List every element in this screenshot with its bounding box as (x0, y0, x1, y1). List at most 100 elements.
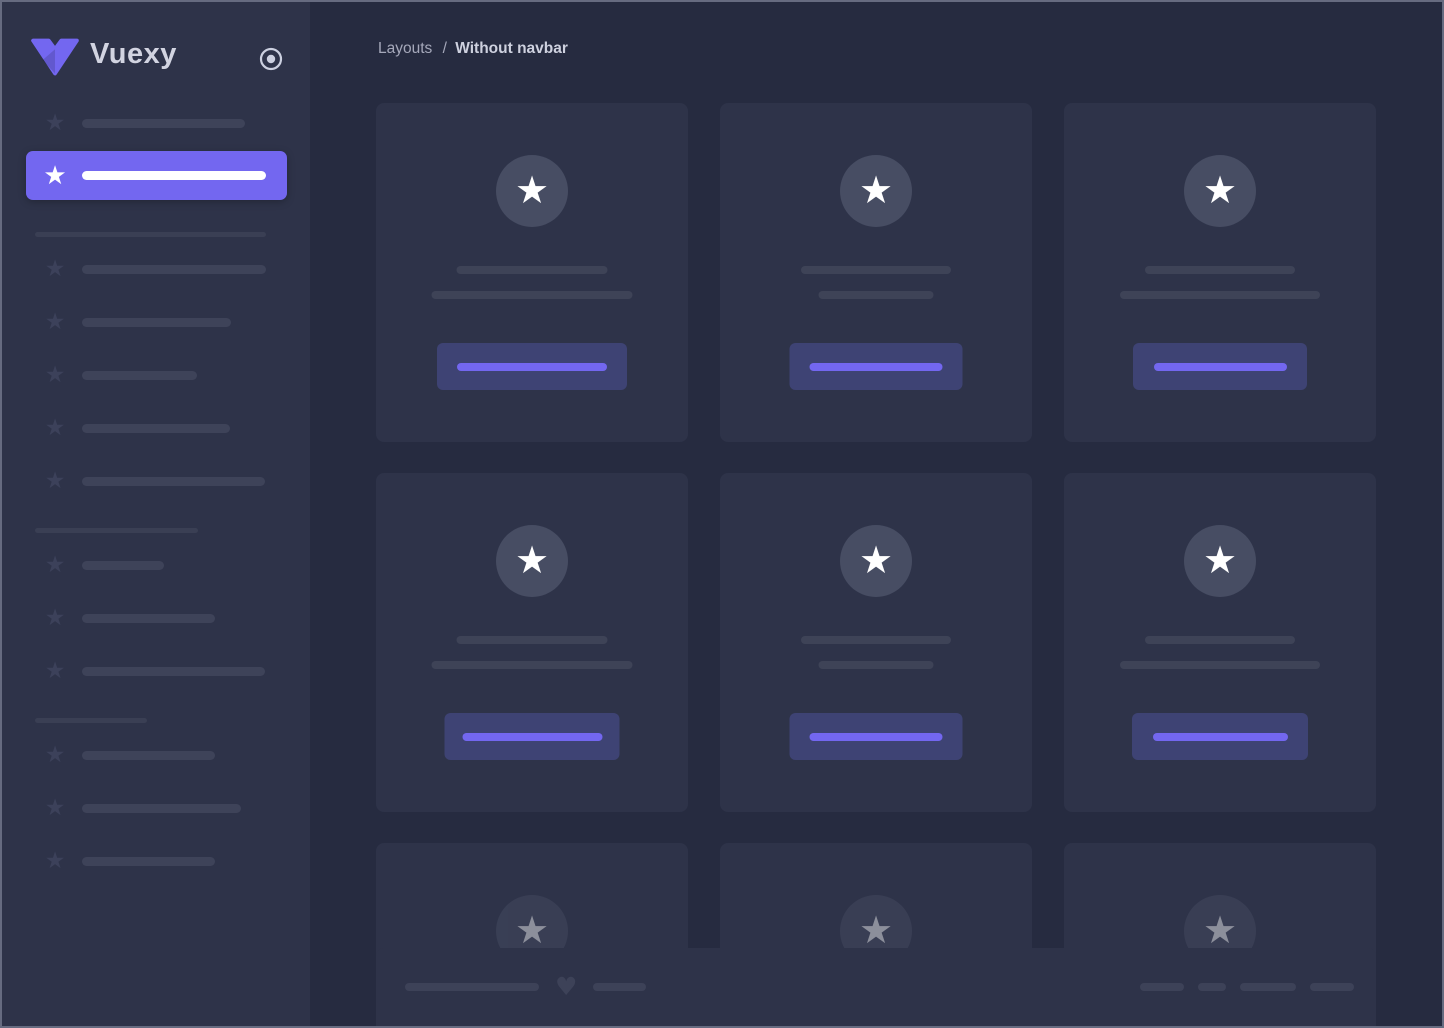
star-icon: ★ (44, 110, 66, 136)
sidebar-menu-item[interactable]: ★ (35, 108, 287, 138)
star-icon: ★ (1202, 907, 1238, 952)
footer-left-group: ♥ (405, 971, 647, 1001)
sidebar-menu: ★ ★ ★ (2, 108, 310, 876)
sidebar-collapse-toggle[interactable] (258, 46, 284, 72)
star-icon: ★ (44, 848, 66, 874)
menu-label-skeleton (82, 370, 197, 380)
main-content: Layouts / Without navbar ★ (310, 2, 1442, 1026)
star-icon: ★ (514, 167, 550, 212)
sidebar-menu-item[interactable]: ★ (35, 846, 287, 876)
button-label-skeleton (462, 732, 602, 741)
star-icon: ★ (514, 907, 550, 952)
menu-label-skeleton (82, 423, 230, 433)
section-header-skeleton (35, 232, 266, 237)
breadcrumb-current: Without navbar (455, 40, 568, 57)
placeholder-card: ★ (720, 473, 1032, 812)
breadcrumb: Layouts / Without navbar (378, 40, 568, 58)
card-grid: ★ ★ (376, 103, 1376, 1026)
avatar-circle: ★ (1184, 525, 1256, 597)
menu-label-skeleton (82, 171, 266, 180)
subtitle-skeleton (818, 291, 934, 299)
subtitle-skeleton (1120, 291, 1320, 299)
menu-label-skeleton (82, 264, 266, 274)
sidebar-menu-item[interactable]: ★ (26, 151, 287, 200)
title-skeleton (801, 636, 951, 644)
sidebar-menu-item[interactable]: ★ (35, 740, 287, 770)
breadcrumb-link[interactable]: Layouts (378, 40, 433, 57)
menu-label-skeleton (82, 317, 231, 327)
subtitle-skeleton (431, 661, 633, 669)
menu-label-skeleton (82, 750, 215, 760)
star-icon: ★ (44, 552, 66, 578)
sidebar-menu-item[interactable]: ★ (35, 793, 287, 823)
star-icon: ★ (44, 742, 66, 768)
placeholder-card: ★ (1064, 103, 1376, 442)
star-icon: ★ (1202, 167, 1238, 212)
footer-skeleton-bar (405, 983, 539, 991)
card-action-button[interactable] (789, 343, 963, 390)
card-action-button[interactable] (789, 713, 963, 760)
card-action-button[interactable] (444, 713, 620, 760)
button-label-skeleton (809, 362, 943, 371)
star-icon: ★ (858, 167, 894, 212)
card-action-button[interactable] (1132, 713, 1308, 760)
breadcrumb-separator: / (442, 40, 447, 57)
title-skeleton (1145, 636, 1295, 644)
avatar-circle: ★ (840, 525, 912, 597)
star-icon: ★ (1202, 537, 1238, 582)
heart-icon: ♥ (555, 971, 578, 1001)
card-action-button[interactable] (1133, 343, 1307, 390)
vuexy-logo-icon[interactable] (30, 38, 80, 76)
sidebar-section: ★ ★ ★ (2, 232, 310, 496)
avatar-circle: ★ (1184, 155, 1256, 227)
sidebar-section: ★ ★ (2, 108, 310, 200)
sidebar-menu-item[interactable]: ★ (35, 360, 287, 390)
star-icon: ★ (44, 256, 66, 282)
footer: ♥ (376, 948, 1376, 1026)
star-icon: ★ (858, 537, 894, 582)
avatar-circle: ★ (840, 155, 912, 227)
footer-skeleton-bar (1198, 983, 1226, 991)
title-skeleton (456, 266, 608, 274)
button-label-skeleton (1153, 362, 1287, 371)
menu-label-skeleton (82, 856, 215, 866)
menu-label-skeleton (82, 476, 265, 486)
menu-label-skeleton (82, 803, 241, 813)
sidebar-menu-item[interactable]: ★ (35, 413, 287, 443)
sidebar-menu-item[interactable]: ★ (35, 603, 287, 633)
menu-label-skeleton (82, 118, 245, 128)
star-icon: ★ (858, 907, 894, 952)
star-icon: ★ (44, 362, 66, 388)
star-icon: ★ (514, 537, 550, 582)
sidebar-menu-item[interactable]: ★ (35, 466, 287, 496)
star-icon: ★ (44, 658, 66, 684)
menu-label-skeleton (82, 613, 215, 623)
sidebar-section: ★ ★ ★ (2, 528, 310, 686)
card-action-button[interactable] (437, 343, 627, 390)
placeholder-card: ★ (376, 473, 688, 812)
sidebar-menu-item[interactable]: ★ (35, 550, 287, 580)
brand-header: Vuexy (2, 2, 310, 82)
title-skeleton (456, 636, 608, 644)
brand-name: Vuexy (90, 38, 177, 70)
footer-skeleton-bar (1140, 983, 1184, 991)
sidebar-menu-item[interactable]: ★ (35, 254, 287, 284)
subtitle-skeleton (431, 291, 633, 299)
record-circle-icon (259, 47, 283, 71)
sidebar-menu-item[interactable]: ★ (35, 656, 287, 686)
avatar-circle: ★ (496, 155, 568, 227)
sidebar-section: ★ ★ ★ (2, 718, 310, 876)
placeholder-card: ★ (720, 103, 1032, 442)
button-label-skeleton (457, 362, 607, 371)
footer-skeleton-bar (593, 983, 647, 991)
button-label-skeleton (809, 732, 943, 741)
title-skeleton (801, 266, 951, 274)
placeholder-card: ★ (376, 103, 688, 442)
sidebar-menu-item[interactable]: ★ (35, 307, 287, 337)
star-icon: ★ (44, 415, 66, 441)
star-icon: ★ (44, 605, 66, 631)
section-header-skeleton (35, 718, 147, 723)
footer-skeleton-bar (1310, 983, 1354, 991)
menu-label-skeleton (82, 666, 265, 676)
